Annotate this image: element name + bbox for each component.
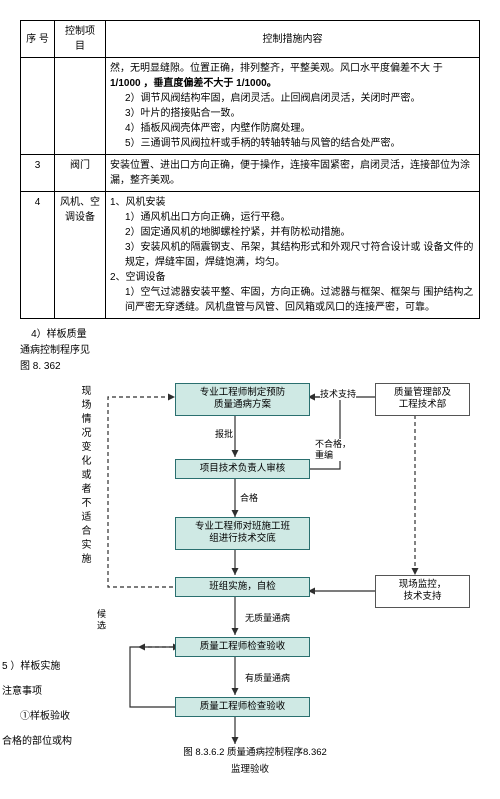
- label-tech: 技术支持: [320, 387, 356, 400]
- table-row: 4 风机、空调设备 1、风机安装 1）通风机出口方向正确，运行平稳。 2）固定通…: [21, 192, 480, 319]
- fig-caption: 图 8.3.6.2 质量通病控制程序8.362: [150, 744, 360, 758]
- label-hasdef: 有质量通病: [245, 671, 290, 684]
- node-check2: 质量工程师检查验收: [175, 697, 310, 717]
- node-check1: 质量工程师检查验收: [175, 637, 310, 657]
- node-impl: 班组实施，自检: [175, 577, 310, 597]
- node-plan: 专业工程师制定预防质量通病方案: [175, 383, 310, 416]
- node-disclose: 专业工程师对班施工班组进行技术交底: [175, 517, 310, 550]
- label-candidate: 候 选: [95, 609, 108, 630]
- table-row: 然，无明显缝隙。位置正确，排列整齐，平整美观。风口水平度偏差不大 于 1/100…: [21, 58, 480, 155]
- label-pass: 合格: [240, 491, 258, 504]
- side-a1: ①样板验收: [20, 709, 70, 725]
- th-seq: 序 号: [21, 21, 55, 58]
- label-not-pass: 不合格，重编: [315, 439, 351, 461]
- table-row: 3 阀门 安装位置、进出口方向正确，便于操作，连接牢固紧密，启闭灵活，连接部位为…: [21, 155, 480, 192]
- node-dept: 质量管理部及工程技术部: [375, 383, 470, 416]
- side-5: 5 ）样板实施: [2, 659, 60, 675]
- node-review: 项目技术负责人审核: [175, 459, 310, 479]
- side-a2: 合格的部位或构: [2, 734, 72, 750]
- th-content: 控制措施内容: [106, 21, 480, 58]
- section-heading: 4）样板质量 通病控制程序见 图 8. 362: [20, 327, 480, 375]
- left-note: 现场情况变化或者不适合实施: [80, 385, 92, 567]
- label-nodef: 无质量通病: [245, 611, 290, 624]
- flowchart: 现场情况变化或者不适合实施 专业工程师制定预防质量通病方案 项目技术负责人审核 …: [20, 379, 480, 779]
- control-table: 序 号 控制项 目 控制措施内容 然，无明显缝隙。位置正确，排列整齐，平整美观。…: [20, 20, 480, 319]
- label-report: 报批: [215, 427, 233, 440]
- side-note: 注意事项: [2, 684, 42, 700]
- fig-caption2: 监理验收: [190, 761, 310, 775]
- th-item: 控制项 目: [55, 21, 106, 58]
- node-monitor: 现场监控，技术支持: [375, 575, 470, 608]
